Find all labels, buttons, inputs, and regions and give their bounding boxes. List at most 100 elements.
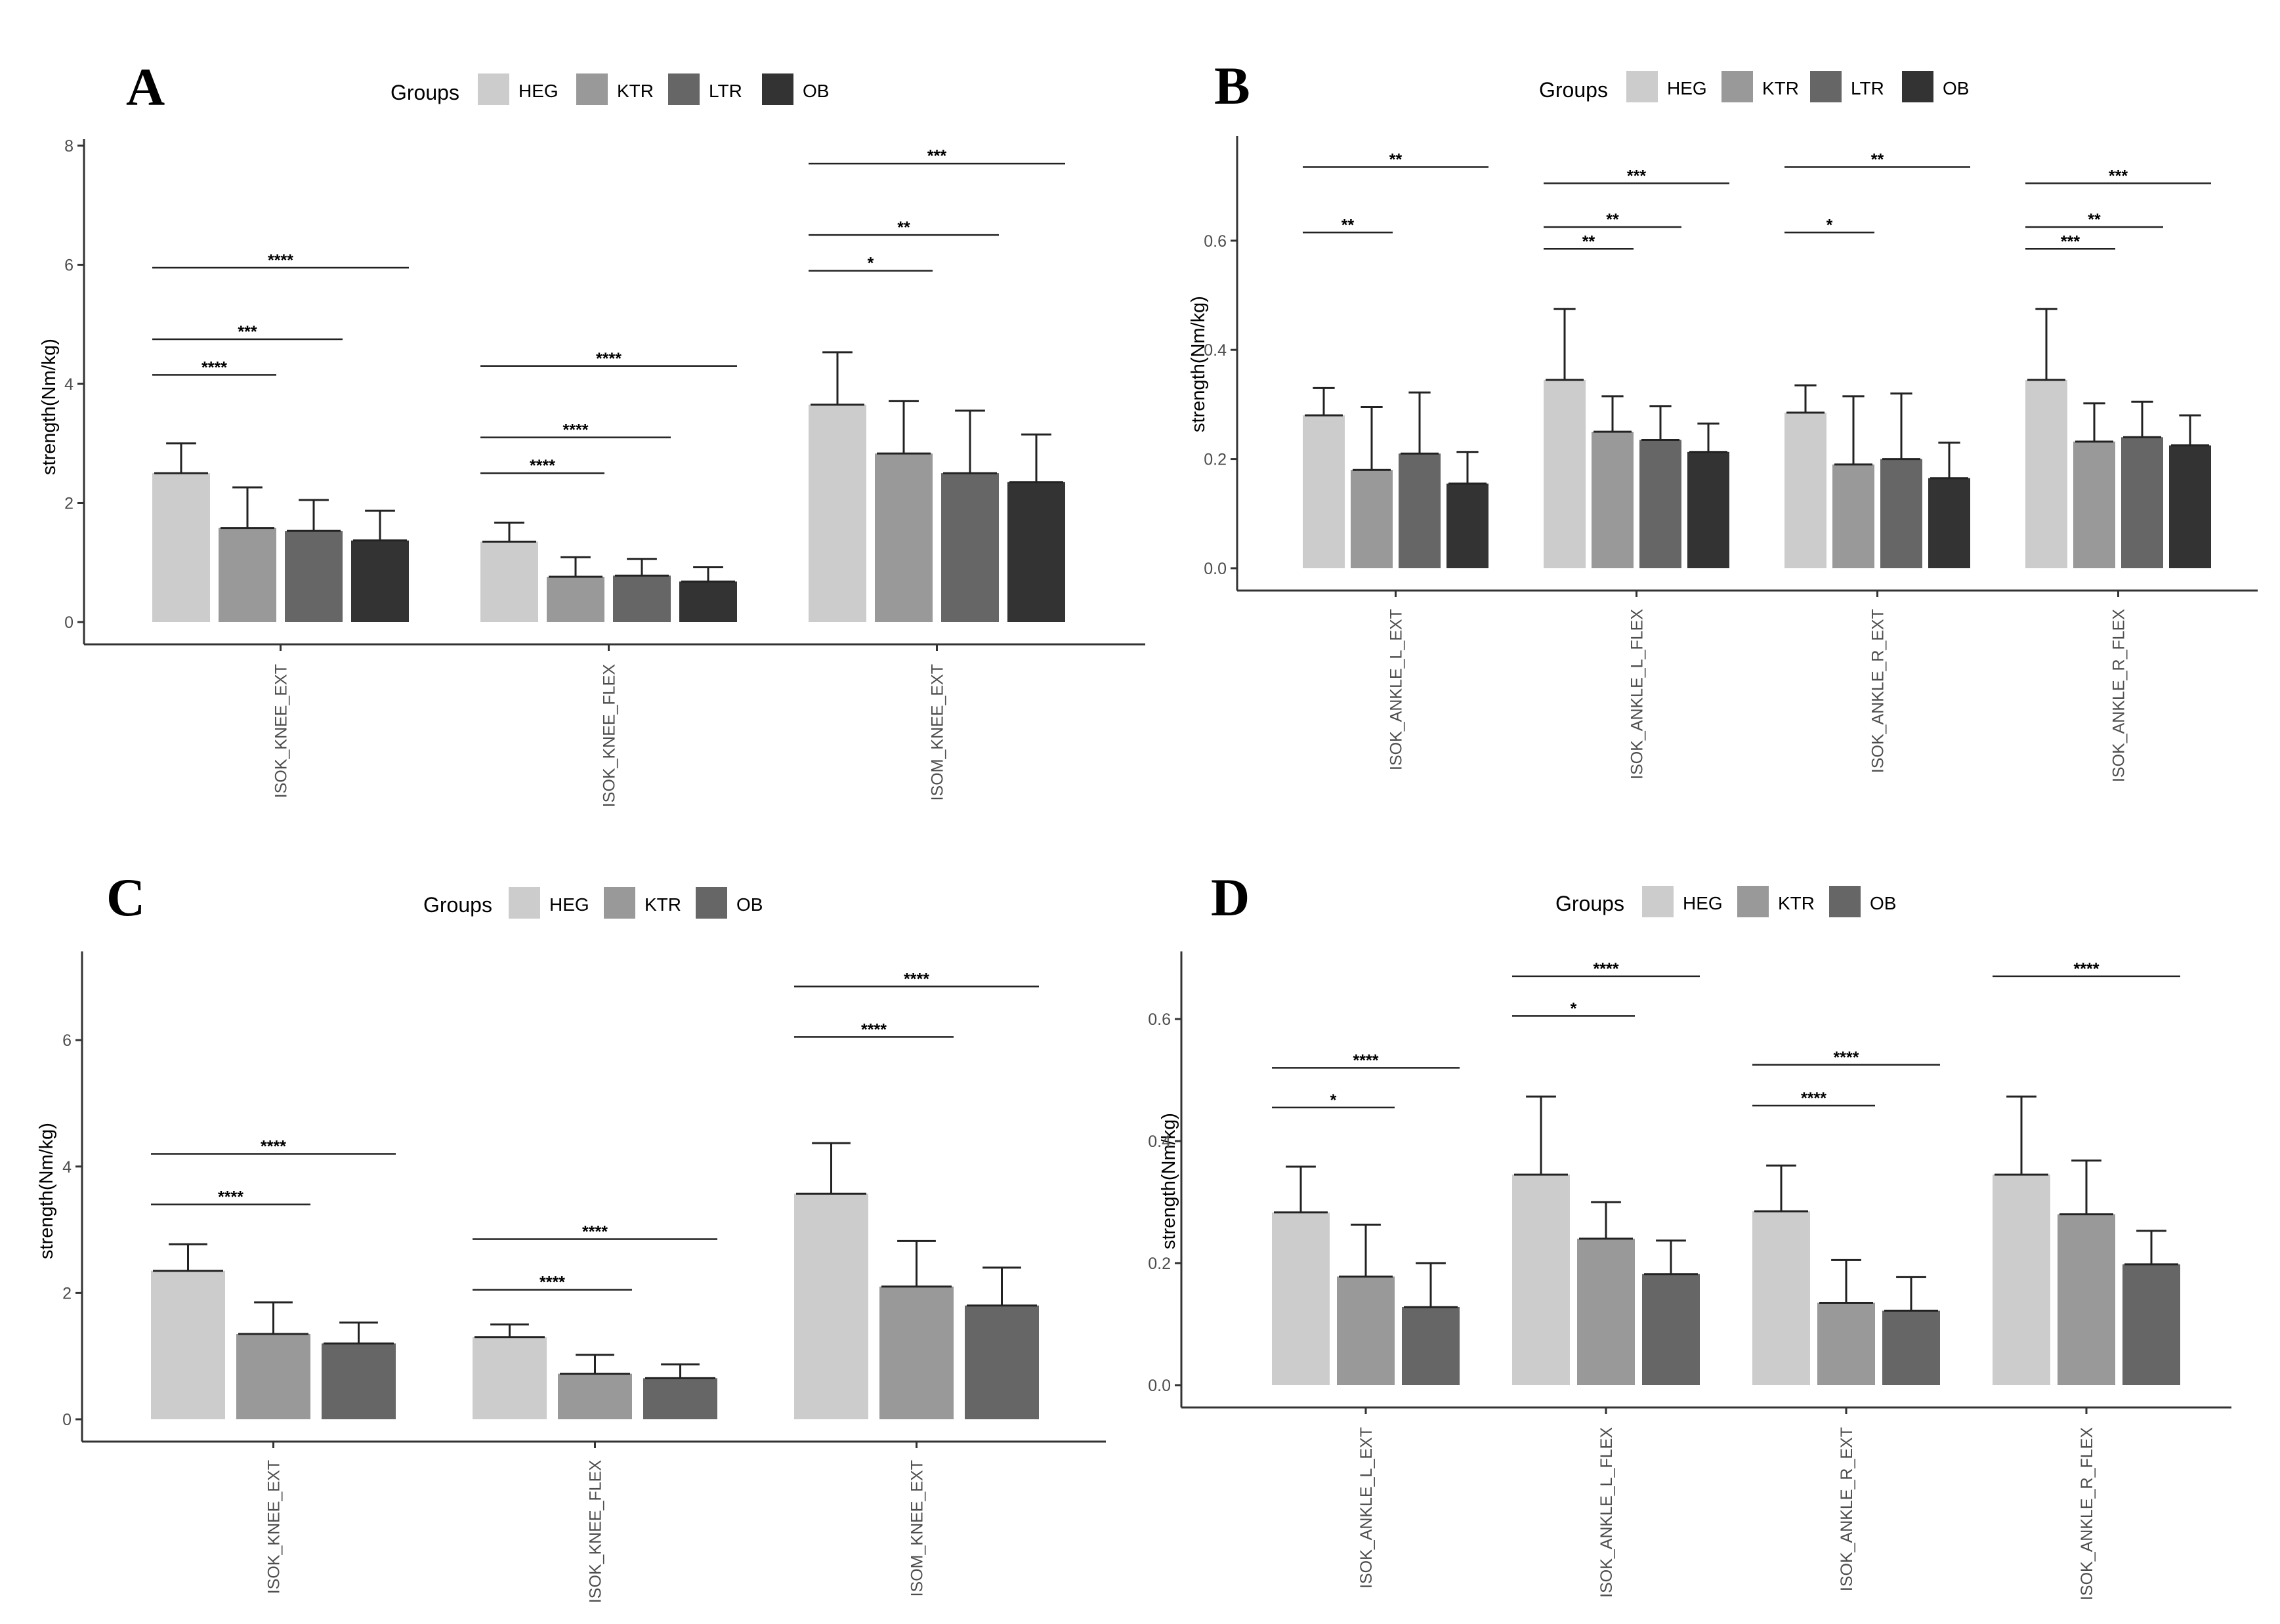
x-category-label: ISOK_KNEE_EXT <box>265 1460 284 1594</box>
bar-ktr <box>879 1286 954 1419</box>
significance-label: **** <box>2074 960 2100 978</box>
significance-label: **** <box>861 1020 887 1039</box>
significance-label: **** <box>1353 1051 1379 1070</box>
bar-ktr <box>1351 470 1393 568</box>
bar-ktr <box>1592 431 1634 568</box>
bar-ob <box>1687 451 1729 568</box>
legend-items-c: HEG KTR OB <box>509 887 763 919</box>
y-tick-label: 2 <box>62 1284 72 1302</box>
legend-label-ltr: LTR <box>709 81 742 101</box>
y-tick-label: 0.4 <box>1148 1133 1171 1151</box>
significance-label: * <box>1826 216 1833 234</box>
legend-label-ob: OB <box>1870 893 1896 913</box>
y-tick-label: 0.6 <box>1204 232 1227 251</box>
y-tick-label: 6 <box>64 257 74 275</box>
legend-label-ktr: KTR <box>617 81 654 101</box>
bar-ktr <box>875 453 933 622</box>
panel-label-c: C <box>106 867 145 927</box>
significance-label: **** <box>201 358 227 377</box>
legend-swatch-heg <box>1642 886 1674 917</box>
y-tick-label: 0 <box>62 1411 72 1429</box>
y-tick-label: 2 <box>64 495 74 513</box>
significance-label: **** <box>904 970 929 988</box>
bar-heg <box>1512 1175 1570 1385</box>
y-tick-label: 0.2 <box>1204 451 1227 469</box>
significance-label: **** <box>1834 1049 1859 1067</box>
x-category-label: ISOK_ANKLE_L_EXT <box>1357 1427 1376 1589</box>
bar-ktr <box>1817 1302 1875 1385</box>
legend-a: Groups HEG KTR LTR OB <box>391 73 829 105</box>
bar-ltr <box>613 575 671 622</box>
significance-label: ** <box>1871 150 1884 169</box>
bar-ob <box>1007 482 1065 622</box>
significance-label: **** <box>539 1274 565 1292</box>
legend-title-b: Groups <box>1539 78 1608 102</box>
y-tick-label: 0.0 <box>1204 560 1227 578</box>
significance-label: ** <box>2088 211 2101 229</box>
significance-label: * <box>868 255 874 273</box>
legend-swatch-ob <box>762 73 793 105</box>
panel-c: C Groups HEG KTR OB strength(Nm/kg) 0 2 4 6 IS… <box>36 867 1106 1603</box>
legend-items-d: HEG KTR OB <box>1642 886 1896 917</box>
legend-title-c: Groups <box>423 893 492 917</box>
legend-swatch-ltr <box>668 73 700 105</box>
significance-label: * <box>1330 1091 1337 1110</box>
bar-ob <box>965 1305 1039 1419</box>
y-tick-label: 0 <box>64 614 74 632</box>
bar-ob <box>1642 1274 1700 1385</box>
legend-c: Groups HEG KTR OB <box>423 887 763 919</box>
bar-ktr <box>2058 1214 2115 1385</box>
panel-label-d: D <box>1211 867 1250 927</box>
legend-label-ltr: LTR <box>1851 78 1884 98</box>
y-axis-label-c: strength(Nm/kg) <box>36 1123 57 1259</box>
bar-ktr <box>1577 1238 1635 1385</box>
y-tick-label: 4 <box>62 1158 72 1176</box>
significance-label: **** <box>1801 1089 1826 1108</box>
bar-ob <box>351 540 409 622</box>
significance-label: ** <box>1606 211 1619 229</box>
bar-ob <box>322 1343 396 1419</box>
plot-area-a: 0 2 4 6 8 ISOK_KNEE_EXT ISOK_KNEE_FLEX ISOM_KNE… <box>64 137 1145 807</box>
legend-swatch-heg <box>1626 71 1658 102</box>
significance-label: **** <box>582 1223 608 1241</box>
panel-a: A Groups HEG KTR LTR OB strength(Nm/kg) 0 2 4… <box>39 57 1145 807</box>
bar-ltr <box>1880 459 1922 568</box>
bar-heg <box>480 541 538 622</box>
significance-label: **** <box>1594 960 1619 978</box>
significance-label: ** <box>1582 232 1595 251</box>
bar-ob <box>643 1378 717 1419</box>
bar-heg <box>473 1337 547 1419</box>
x-category-label: ISOM_KNEE_EXT <box>908 1460 927 1596</box>
significance-label: **** <box>530 457 555 475</box>
bar-ob <box>1446 484 1488 568</box>
bar-heg <box>152 473 210 622</box>
legend-swatch-heg <box>509 887 540 919</box>
bar-ktr <box>2073 441 2115 568</box>
bar-ktr <box>547 577 604 622</box>
y-tick-label: 0.0 <box>1148 1377 1171 1395</box>
y-tick-label: 8 <box>64 137 74 156</box>
legend-label-heg: HEG <box>1667 78 1707 98</box>
bar-ktr <box>219 528 276 622</box>
bar-heg <box>1303 415 1345 568</box>
significance-label: * <box>1571 999 1577 1018</box>
bar-ltr <box>1639 440 1681 568</box>
legend-label-ob: OB <box>803 81 829 101</box>
bar-ltr <box>941 473 999 622</box>
legend-label-heg: HEG <box>549 894 589 915</box>
bar-ktr <box>558 1373 632 1419</box>
legend-swatch-ob <box>1829 886 1861 917</box>
plot-area-d: 0.0 0.2 0.4 0.6 ISOK_ANKLE_L_EXT ISOK_ANKLE_L… <box>1148 951 2231 1600</box>
legend-label-ob: OB <box>736 894 763 915</box>
x-category-label: ISOM_KNEE_EXT <box>929 664 947 801</box>
legend-label-heg: HEG <box>518 81 559 101</box>
x-category-label: ISOK_ANKLE_R_FLEX <box>2078 1427 2096 1600</box>
y-axis-label-b: strength(Nm/kg) <box>1188 296 1209 432</box>
x-category-label: ISOK_ANKLE_R_EXT <box>1838 1427 1856 1591</box>
bar-ob <box>1882 1310 1940 1385</box>
legend-swatch-ktr <box>1721 71 1753 102</box>
significance-label: *** <box>2061 232 2080 251</box>
x-category-label: ISOK_ANKLE_L_EXT <box>1387 609 1406 770</box>
significance-label: ** <box>897 219 910 237</box>
